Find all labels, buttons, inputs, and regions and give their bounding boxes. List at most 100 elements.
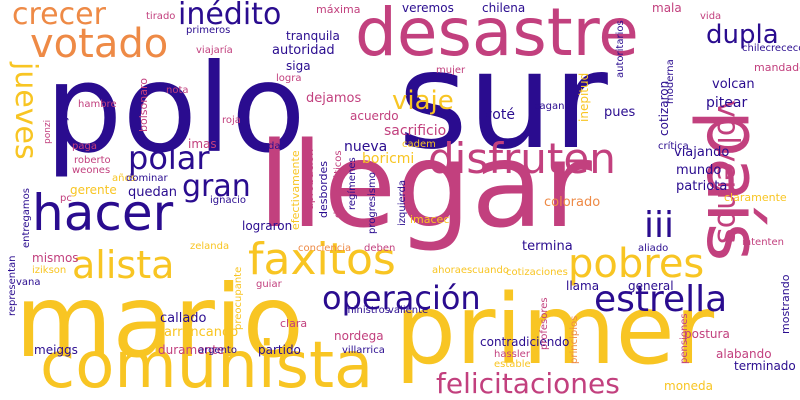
- word-partido: contradiciendo: [480, 335, 570, 349]
- word-clara: arrancando: [164, 325, 239, 340]
- word-hambre: logra: [276, 73, 302, 84]
- word-crecer: crecer: [12, 0, 106, 32]
- word-inedito: inédito: [178, 0, 282, 32]
- word-ahoraescuando: deben: [364, 243, 396, 254]
- word-gran: gran: [182, 169, 251, 204]
- word-afirmacion: moderna: [665, 59, 676, 104]
- word-maxima: tranquila: [286, 29, 340, 43]
- word-postura: callado: [160, 311, 207, 326]
- word-mandados: vida: [700, 11, 722, 22]
- word-boricmi: boricmi: [362, 151, 415, 167]
- word-llama: ahoraescuando: [432, 265, 509, 276]
- word-cadem: roja: [222, 115, 241, 126]
- word-autoridad: autoridad: [272, 43, 335, 58]
- word-autoritarios: mostrando: [779, 274, 792, 334]
- word-intenten: imacec: [410, 213, 450, 226]
- word-cotizaron: principios: [569, 315, 580, 364]
- word-dejamos: dejamos: [306, 91, 362, 106]
- word-cotizaciones: aliado: [638, 243, 669, 254]
- word-callado: vana: [16, 277, 41, 288]
- word-pitear: pitear: [706, 95, 748, 111]
- word-pensiones: progresismo: [367, 172, 378, 234]
- word-profesores: democráticos: [333, 150, 344, 218]
- word-dictaduras: inepitud: [577, 72, 591, 122]
- word-primer: primer: [395, 274, 715, 386]
- word-tirado: veremos: [402, 1, 454, 15]
- word-regimenes: efectivamente: [289, 150, 302, 230]
- word-ponzi: terminado: [734, 359, 796, 373]
- word-faxitos: faxitos: [248, 234, 396, 285]
- word-jair: estable: [494, 359, 531, 370]
- word-operacion: operación: [322, 279, 481, 317]
- word-alista: alista: [72, 243, 175, 287]
- word-volcan: volcan: [712, 77, 755, 92]
- word-termina: pc: [60, 193, 72, 204]
- word-mundo: mundo: [676, 163, 722, 178]
- word-llegar: llegar: [258, 116, 592, 254]
- word-comunista: comunista: [40, 329, 374, 400]
- word-acuerdo: acuerdo: [350, 109, 399, 123]
- word-dupla: dupla: [706, 20, 779, 50]
- word-guiar: izikson: [32, 265, 67, 276]
- word-lograron: quedan: [128, 185, 177, 200]
- word-chilecrececontigo: mala: [652, 1, 682, 15]
- word-hacer: hacer: [32, 184, 174, 242]
- word-critica: imas: [188, 137, 217, 151]
- word-aprobacion: entregamos: [21, 188, 32, 248]
- word-sur: sur: [398, 23, 608, 179]
- word-viaje: viaje: [392, 86, 454, 116]
- word-patriota: patriota: [676, 179, 728, 194]
- word-ignacio: dominar: [126, 173, 168, 184]
- word-progresismo: aprobación: [303, 148, 316, 210]
- word-argento: nordega: [334, 329, 384, 343]
- word-nueva: nueva: [344, 139, 388, 155]
- word-cagando: chilecrececontigo: [742, 43, 800, 54]
- word-imacec: gerente: [70, 183, 117, 197]
- word-sacrificio: sacrificio: [384, 123, 447, 139]
- word-colorado: colorado: [544, 195, 601, 210]
- word-pc: años: [112, 173, 136, 184]
- word-representan: jair: [55, 101, 69, 120]
- word-toda: hambre: [78, 99, 117, 110]
- word-principios: regímenes: [347, 157, 358, 210]
- word-dominar: roberto: [74, 155, 111, 166]
- word-terminado: villarrica: [342, 345, 385, 356]
- word-arrancando: guiar: [256, 279, 282, 290]
- word-valiente: general: [628, 279, 674, 293]
- word-nordega: ministros: [344, 305, 390, 316]
- word-veremos: primeros: [186, 25, 231, 36]
- word-moderna: pensiones: [679, 313, 690, 364]
- word-vida: viajaría: [196, 45, 233, 56]
- word-bolsonaro: alabando: [716, 347, 772, 361]
- word-ministros: llama: [566, 279, 600, 293]
- word-moneda: hassler: [494, 349, 530, 360]
- word-weones: crítica: [658, 141, 689, 152]
- word-mario: mario: [15, 263, 304, 380]
- word-minuteros: autoritarios: [615, 20, 626, 78]
- word-duramente: clara: [280, 317, 308, 330]
- word-inepitud: profesores: [539, 297, 550, 350]
- word-vote: voté: [484, 107, 515, 123]
- word-efectivamente: ponzi: [43, 119, 53, 144]
- word-meiggs: postura: [684, 327, 730, 341]
- word-general: cotizaciones: [506, 267, 568, 278]
- word-deben: claramente: [724, 191, 787, 204]
- word-izquierda: desbordes: [317, 160, 330, 218]
- word-polo: polo: [45, 38, 306, 180]
- word-aliado: intenten: [742, 237, 784, 248]
- word-polar: polar: [128, 139, 210, 177]
- word-contradiciendo: valiente: [388, 305, 429, 316]
- word-pues: pues: [604, 105, 636, 120]
- word-mujer: mandados: [754, 61, 800, 74]
- word-mala: tirado: [146, 11, 176, 22]
- word-votado: votado: [30, 21, 169, 67]
- word-conciencia: termina: [522, 239, 573, 254]
- word-entregamos: moneda: [664, 379, 713, 393]
- word-iii: iii: [644, 205, 675, 246]
- word-villarrica: meiggs: [34, 343, 78, 357]
- word-alabando: partido: [258, 343, 301, 357]
- word-vana: mismos: [32, 251, 79, 265]
- word-quedan: weones: [72, 165, 111, 176]
- word-izikson: conciencia: [298, 243, 352, 254]
